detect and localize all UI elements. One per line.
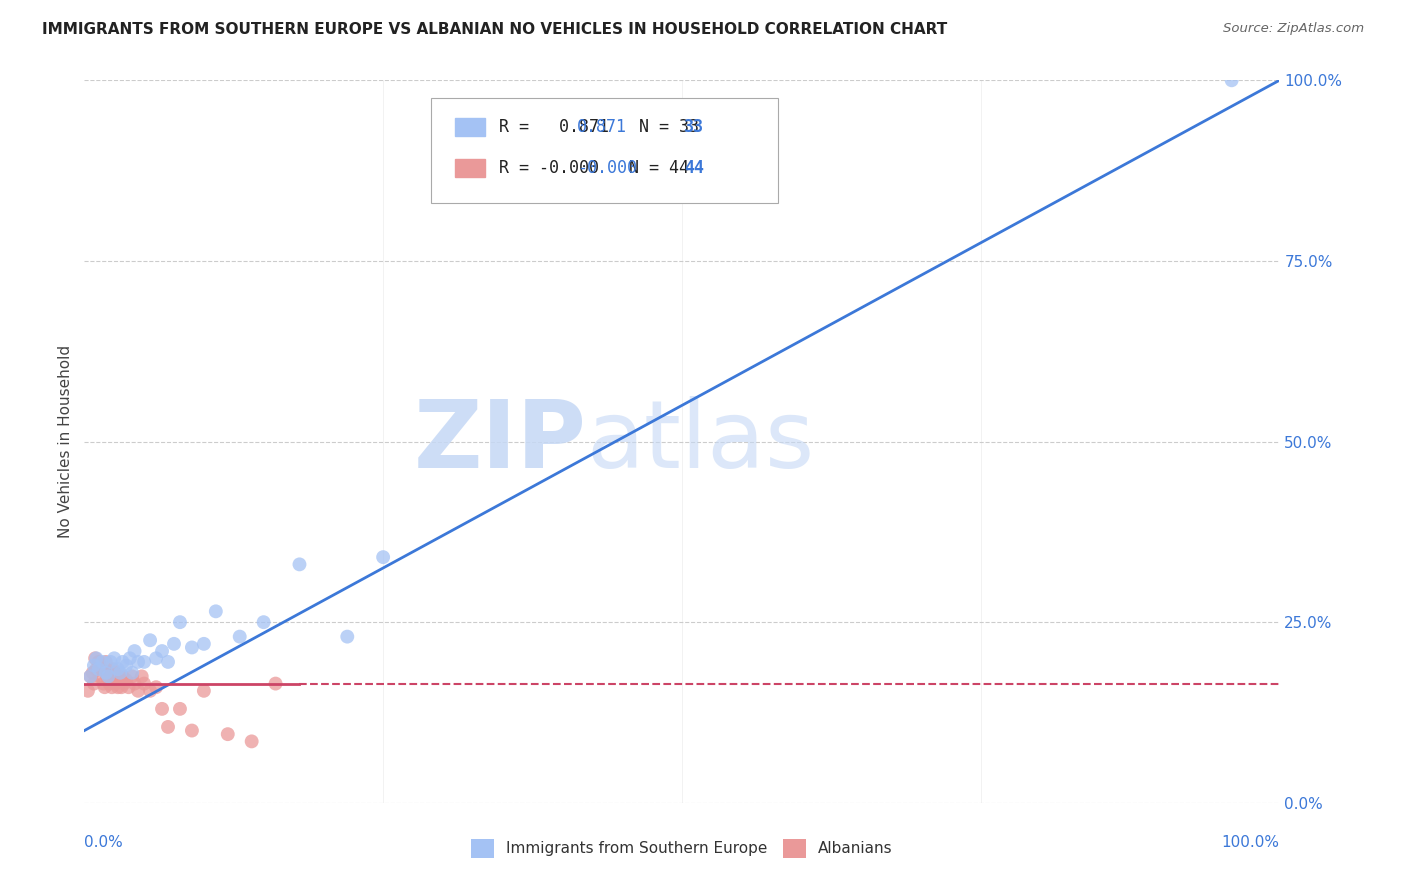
Point: [103, 651, 125, 665]
Point: [86, 662, 108, 676]
Text: atlas: atlas: [586, 395, 814, 488]
Point: [181, 723, 204, 738]
Text: -0.000: -0.000: [576, 160, 637, 178]
Point: [115, 673, 138, 687]
Point: [205, 604, 228, 618]
Point: [264, 676, 287, 690]
Point: [100, 673, 122, 687]
Point: [107, 662, 129, 676]
Point: [105, 669, 128, 683]
Point: [97, 669, 120, 683]
Point: [97, 665, 120, 680]
Point: [86, 651, 108, 665]
Text: 0.871: 0.871: [576, 119, 627, 136]
Point: [91, 655, 114, 669]
Point: [1220, 73, 1243, 87]
Point: [288, 558, 311, 572]
Point: [100, 655, 122, 669]
FancyBboxPatch shape: [432, 98, 778, 203]
Point: [94, 665, 117, 680]
Point: [193, 683, 215, 698]
Legend: Immigrants from Southern Europe, Albanians: Immigrants from Southern Europe, Albania…: [465, 833, 898, 863]
Point: [157, 655, 180, 669]
Point: [169, 702, 191, 716]
Point: [111, 655, 134, 669]
Point: [107, 680, 129, 694]
Point: [139, 683, 162, 698]
Point: [127, 655, 149, 669]
Point: [110, 680, 132, 694]
Point: [93, 680, 115, 694]
Text: 44: 44: [685, 160, 704, 178]
Point: [150, 702, 173, 716]
Point: [121, 669, 143, 683]
Point: [124, 644, 146, 658]
Point: [112, 676, 135, 690]
Point: [91, 662, 114, 676]
Point: [79, 669, 101, 683]
Point: [127, 683, 149, 698]
Point: [108, 673, 131, 687]
Point: [83, 658, 105, 673]
Point: [132, 655, 156, 669]
Text: 33: 33: [685, 119, 704, 136]
Point: [253, 615, 276, 630]
Point: [131, 669, 153, 683]
Point: [96, 669, 118, 683]
Point: [163, 637, 186, 651]
Point: [101, 662, 124, 676]
Point: [84, 651, 107, 665]
Point: [157, 720, 180, 734]
Point: [193, 637, 215, 651]
Text: 0.0%: 0.0%: [84, 835, 124, 850]
Point: [132, 676, 156, 690]
Point: [89, 669, 111, 683]
Point: [93, 676, 115, 690]
Point: [145, 651, 167, 665]
Text: R = -0.000   N = 44: R = -0.000 N = 44: [499, 160, 689, 178]
Point: [79, 669, 101, 683]
Point: [240, 734, 263, 748]
Point: [229, 630, 252, 644]
Point: [98, 676, 121, 690]
Point: [101, 680, 124, 694]
Text: R =   0.871   N = 33: R = 0.871 N = 33: [499, 119, 699, 136]
Point: [77, 683, 100, 698]
Text: ZIP: ZIP: [413, 395, 586, 488]
Point: [103, 665, 125, 680]
Point: [87, 655, 110, 669]
Bar: [456, 160, 485, 178]
Point: [217, 727, 239, 741]
Point: [104, 676, 127, 690]
Point: [83, 676, 105, 690]
Point: [115, 658, 138, 673]
Point: [121, 665, 143, 680]
Point: [169, 615, 191, 630]
Point: [110, 665, 132, 680]
Point: [181, 640, 204, 655]
Point: [336, 630, 359, 644]
Point: [373, 550, 395, 565]
Point: [145, 680, 167, 694]
Point: [118, 651, 141, 665]
Text: IMMIGRANTS FROM SOUTHERN EUROPE VS ALBANIAN NO VEHICLES IN HOUSEHOLD CORRELATION: IMMIGRANTS FROM SOUTHERN EUROPE VS ALBAN…: [42, 22, 948, 37]
Point: [110, 669, 132, 683]
Point: [150, 644, 173, 658]
Y-axis label: No Vehicles in Household: No Vehicles in Household: [58, 345, 73, 538]
Point: [117, 680, 139, 694]
Text: 100.0%: 100.0%: [1222, 835, 1279, 850]
Point: [111, 669, 134, 683]
Bar: [456, 119, 485, 136]
Point: [94, 655, 117, 669]
Point: [87, 662, 110, 676]
Point: [82, 665, 104, 680]
Text: Source: ZipAtlas.com: Source: ZipAtlas.com: [1223, 22, 1364, 36]
Point: [124, 676, 146, 690]
Point: [139, 633, 162, 648]
